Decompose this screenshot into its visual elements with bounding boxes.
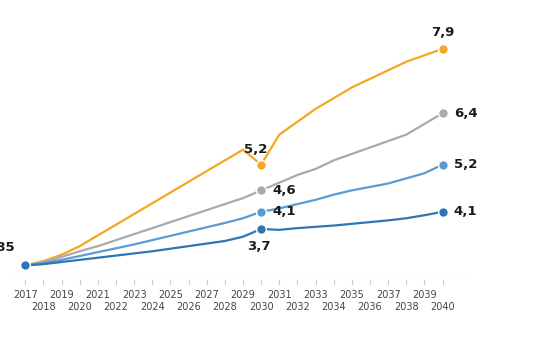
Text: 2020: 2020: [68, 302, 92, 312]
Text: 2032: 2032: [285, 302, 310, 312]
Text: 2031: 2031: [267, 290, 292, 300]
Text: 2035: 2035: [340, 290, 364, 300]
Text: 3,7: 3,7: [247, 240, 270, 253]
Text: 2026: 2026: [176, 302, 201, 312]
Text: 2027: 2027: [194, 290, 219, 300]
Text: 5,2: 5,2: [454, 158, 477, 171]
Text: 5,2: 5,2: [244, 143, 267, 156]
Text: 4,6: 4,6: [272, 184, 296, 197]
Text: 2034: 2034: [321, 302, 346, 312]
Text: 2040: 2040: [430, 302, 455, 312]
Text: 4,1: 4,1: [454, 205, 477, 218]
Text: 2019: 2019: [49, 290, 74, 300]
Text: 2025: 2025: [158, 290, 183, 300]
Text: 2021: 2021: [85, 290, 110, 300]
Text: 2037: 2037: [376, 290, 401, 300]
Text: 2,85: 2,85: [0, 241, 14, 254]
Text: 7,9: 7,9: [431, 26, 454, 39]
Text: 2029: 2029: [231, 290, 255, 300]
Text: 2030: 2030: [249, 302, 273, 312]
Text: 2039: 2039: [412, 290, 437, 300]
Text: 2024: 2024: [140, 302, 165, 312]
Text: 2033: 2033: [303, 290, 328, 300]
Text: 6,4: 6,4: [454, 107, 477, 120]
Text: 2022: 2022: [104, 302, 129, 312]
Text: 2036: 2036: [357, 302, 382, 312]
Text: 2023: 2023: [122, 290, 146, 300]
Text: 2018: 2018: [31, 302, 56, 312]
Text: 4,1: 4,1: [272, 205, 296, 218]
Text: 2028: 2028: [212, 302, 237, 312]
Text: 2017: 2017: [13, 290, 38, 300]
Text: 2038: 2038: [394, 302, 418, 312]
